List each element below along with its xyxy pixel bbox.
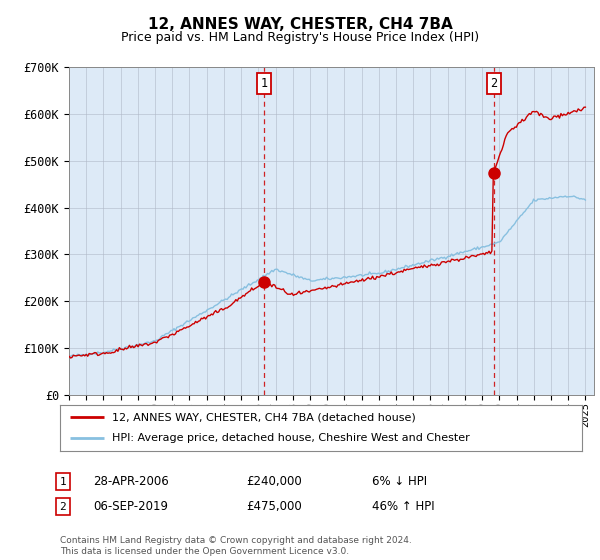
Text: 1: 1 [260, 77, 268, 90]
Text: HPI: Average price, detached house, Cheshire West and Chester: HPI: Average price, detached house, Ches… [112, 433, 470, 444]
Text: 12, ANNES WAY, CHESTER, CH4 7BA (detached house): 12, ANNES WAY, CHESTER, CH4 7BA (detache… [112, 412, 416, 422]
Text: 2: 2 [59, 502, 67, 512]
Text: Contains HM Land Registry data © Crown copyright and database right 2024.
This d: Contains HM Land Registry data © Crown c… [60, 536, 412, 556]
Text: £240,000: £240,000 [246, 475, 302, 488]
Text: 12, ANNES WAY, CHESTER, CH4 7BA: 12, ANNES WAY, CHESTER, CH4 7BA [148, 17, 452, 32]
Text: 28-APR-2006: 28-APR-2006 [93, 475, 169, 488]
Text: 1: 1 [59, 477, 67, 487]
Text: 46% ↑ HPI: 46% ↑ HPI [372, 500, 434, 514]
Text: Price paid vs. HM Land Registry's House Price Index (HPI): Price paid vs. HM Land Registry's House … [121, 31, 479, 44]
Text: 2: 2 [490, 77, 497, 90]
Text: 06-SEP-2019: 06-SEP-2019 [93, 500, 168, 514]
Text: £475,000: £475,000 [246, 500, 302, 514]
Text: 6% ↓ HPI: 6% ↓ HPI [372, 475, 427, 488]
